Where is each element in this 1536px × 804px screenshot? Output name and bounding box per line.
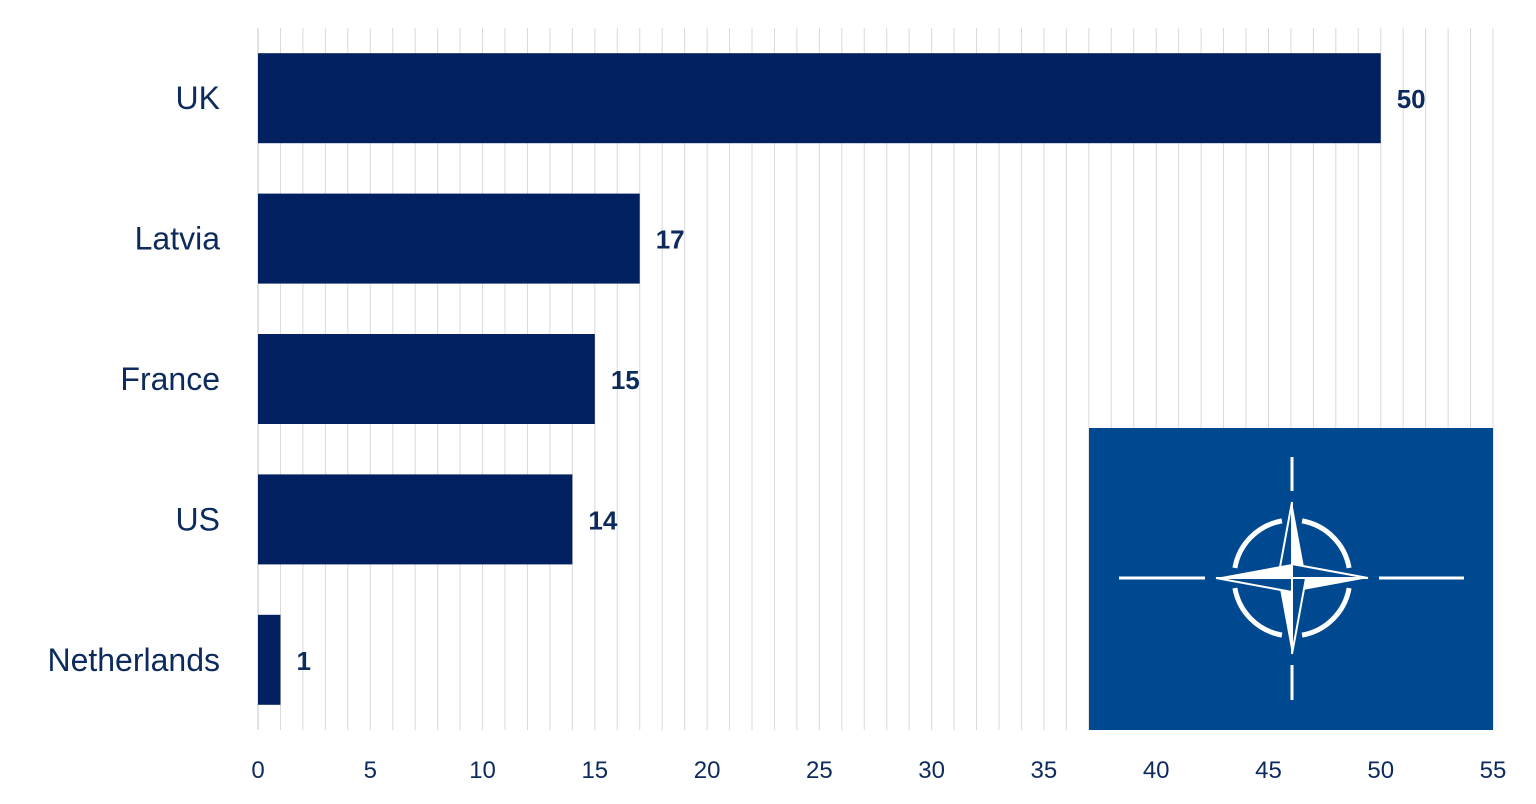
x-tick-label: 5 [364, 757, 377, 784]
x-tick-label: 0 [251, 757, 264, 784]
x-tick-label: 15 [581, 757, 608, 784]
category-label: Latvia [135, 221, 221, 257]
x-tick-label: 40 [1143, 757, 1170, 784]
flag-circle-arc [1232, 518, 1283, 569]
flag-star-point [1292, 502, 1306, 578]
bars [258, 53, 1381, 705]
x-tick-label: 45 [1255, 757, 1282, 784]
data-label: 1 [296, 646, 310, 676]
x-tick-label: 25 [806, 757, 833, 784]
x-tick-label: 35 [1031, 757, 1058, 784]
flag-circle-arc [1232, 587, 1283, 638]
category-label: US [176, 501, 220, 537]
flag-star-point-shade [1215, 577, 1293, 594]
x-tick-label: 20 [694, 757, 721, 784]
bar-netherlands [258, 614, 281, 705]
nato-flag-icon [1089, 428, 1493, 730]
bar-us [258, 474, 573, 565]
x-tick-label: 30 [918, 757, 945, 784]
data-label: 15 [611, 365, 640, 395]
flag-star-point [1292, 578, 1368, 592]
data-label: 50 [1397, 84, 1426, 114]
data-label: 14 [588, 505, 617, 535]
category-label: Netherlands [47, 642, 220, 678]
x-tick-label: 50 [1367, 757, 1394, 784]
bar-latvia [258, 193, 640, 284]
bar-france [258, 334, 595, 424]
flag-circle-arc [1301, 587, 1352, 638]
flag-star-point [1278, 578, 1292, 654]
category-label: France [120, 361, 220, 397]
category-label: UK [176, 80, 220, 116]
x-tick-label: 10 [469, 757, 496, 784]
flag-circle-arc [1301, 518, 1352, 569]
data-label: 17 [656, 225, 685, 255]
flag-star-point-shade [1291, 577, 1308, 655]
bar-uk [258, 53, 1381, 144]
flag-star-point [1216, 564, 1292, 578]
x-tick-label: 55 [1480, 757, 1507, 784]
